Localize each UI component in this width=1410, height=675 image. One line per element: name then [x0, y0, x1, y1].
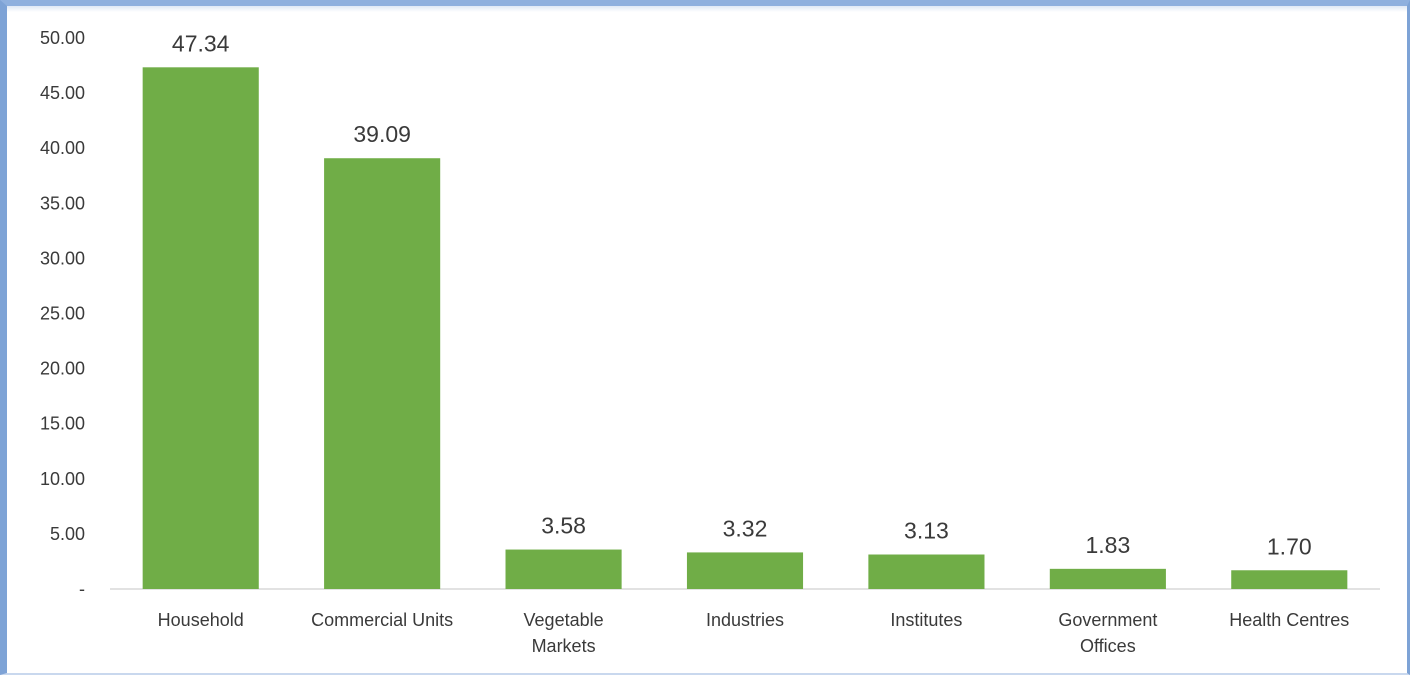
y-tick-label: -: [79, 579, 85, 599]
y-tick-label: 20.00: [40, 359, 85, 379]
x-tick-label: Commercial Units: [311, 610, 453, 630]
data-label: 3.58: [541, 513, 586, 539]
data-label: 1.70: [1267, 533, 1312, 559]
y-tick-label: 15.00: [40, 414, 85, 434]
label-layer: 47.34 Household 39.09 Commercial Units 3.58 V…: [158, 30, 1350, 656]
y-tick-label: 30.00: [40, 248, 85, 268]
bar: [505, 549, 622, 589]
bar: [142, 67, 259, 589]
data-label: 3.13: [904, 518, 949, 544]
x-tick-label: Industries: [706, 610, 784, 630]
bar: [1231, 570, 1348, 589]
data-label: 3.32: [723, 515, 768, 541]
x-tick-label: Health Centres: [1229, 610, 1349, 630]
data-label: 47.34: [172, 30, 230, 56]
x-tick-label: Markets: [532, 636, 596, 656]
data-label: 1.83: [1085, 532, 1130, 558]
y-tick-label: 5.00: [50, 524, 85, 544]
y-tick-label: 40.00: [40, 138, 85, 158]
y-tick-label: 35.00: [40, 193, 85, 213]
data-label: 39.09: [353, 121, 411, 147]
x-tick-label: Government: [1058, 610, 1157, 630]
bar: [686, 552, 804, 589]
y-tick-label: 10.00: [40, 469, 85, 489]
bar: [324, 158, 441, 589]
x-tick-label: Offices: [1080, 636, 1136, 656]
x-tick-label: Vegetable: [524, 610, 604, 630]
bar: [868, 554, 985, 589]
y-tick-label: 50.00: [40, 28, 85, 48]
x-tick-label: Institutes: [890, 610, 962, 630]
x-tick-label: Household: [158, 610, 244, 630]
y-tick-label: 45.00: [40, 83, 85, 103]
y-tick-label: 25.00: [40, 304, 85, 324]
bar-layer: [142, 67, 1348, 589]
bar: [1049, 568, 1166, 589]
